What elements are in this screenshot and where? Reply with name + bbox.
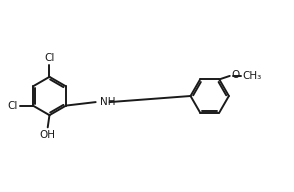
Text: Cl: Cl	[44, 53, 55, 63]
Text: CH₃: CH₃	[242, 71, 262, 81]
Text: Cl: Cl	[8, 101, 18, 111]
Text: OH: OH	[39, 130, 55, 140]
Text: NH: NH	[100, 97, 116, 107]
Text: O: O	[231, 70, 239, 80]
